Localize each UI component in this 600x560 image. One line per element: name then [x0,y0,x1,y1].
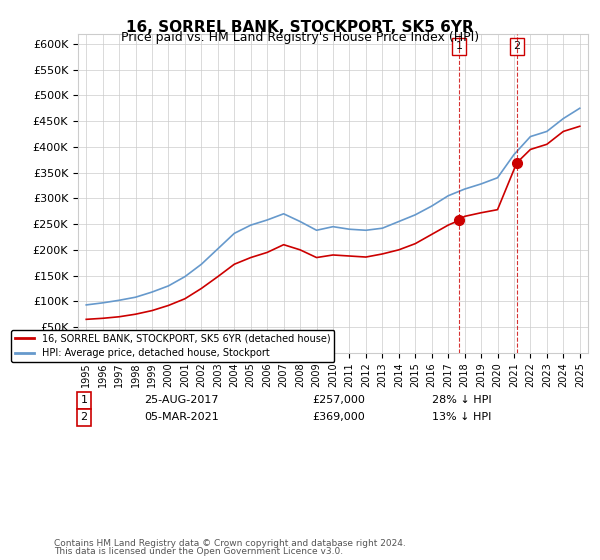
Text: 05-MAR-2021: 05-MAR-2021 [144,412,219,422]
Legend: 16, SORREL BANK, STOCKPORT, SK5 6YR (detached house), HPI: Average price, detach: 16, SORREL BANK, STOCKPORT, SK5 6YR (det… [11,330,334,362]
Text: 1: 1 [80,395,88,405]
Text: 25-AUG-2017: 25-AUG-2017 [144,395,218,405]
Text: 28% ↓ HPI: 28% ↓ HPI [432,395,491,405]
Text: Price paid vs. HM Land Registry's House Price Index (HPI): Price paid vs. HM Land Registry's House … [121,31,479,44]
Text: 13% ↓ HPI: 13% ↓ HPI [432,412,491,422]
Text: Contains HM Land Registry data © Crown copyright and database right 2024.: Contains HM Land Registry data © Crown c… [54,539,406,548]
Text: 2: 2 [513,41,520,52]
Text: 2: 2 [80,412,88,422]
Text: 16, SORREL BANK, STOCKPORT, SK5 6YR: 16, SORREL BANK, STOCKPORT, SK5 6YR [126,20,474,35]
Text: This data is licensed under the Open Government Licence v3.0.: This data is licensed under the Open Gov… [54,547,343,556]
Text: £257,000: £257,000 [312,395,365,405]
Text: £369,000: £369,000 [312,412,365,422]
Text: 1: 1 [455,41,463,52]
